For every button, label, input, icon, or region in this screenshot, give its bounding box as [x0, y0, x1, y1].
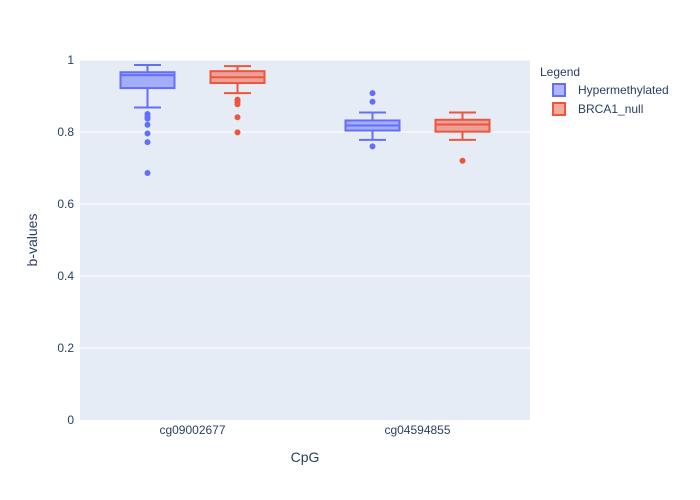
legend-label: Hypermethylated: [578, 83, 669, 97]
outlier-point: [144, 170, 151, 177]
outlier-point: [369, 143, 376, 150]
box: [434, 111, 491, 164]
legend-label: BRCA1_null: [578, 102, 643, 116]
outlier-point: [234, 129, 241, 136]
box: [209, 65, 266, 136]
y-tick-label: 0: [67, 413, 74, 427]
x-tick-label: cg09002677: [159, 423, 225, 437]
y-tick-label: 1: [67, 53, 74, 67]
box-body: [119, 71, 176, 90]
outlier-point: [459, 157, 466, 164]
x-tick-label: cg04594855: [384, 423, 450, 437]
y-tick-label: 0.8: [57, 125, 74, 139]
y-tick-label: 0.4: [57, 269, 74, 283]
y-axis-title: b-values: [24, 214, 40, 267]
x-tick-labels: cg09002677 cg04594855: [159, 423, 450, 437]
box-series: [119, 64, 491, 177]
legend-swatch: [552, 83, 566, 97]
legend-swatch: [552, 102, 566, 116]
box-body: [434, 118, 491, 133]
legend-items[interactable]: Hypermethylated BRCA1_null: [552, 83, 669, 116]
y-tick-label: 0.2: [57, 341, 74, 355]
box: [344, 90, 401, 150]
outlier-point: [144, 130, 151, 137]
outlier-point: [369, 98, 376, 105]
series-brca1-null: [209, 65, 491, 164]
outlier-point: [369, 90, 376, 97]
legend[interactable]: Legend Hypermethylated BRCA1_null: [540, 65, 669, 116]
outlier-point: [234, 101, 241, 108]
legend-item-hypermethylated[interactable]: Hypermethylated: [552, 83, 669, 97]
outlier-point: [144, 139, 151, 146]
outlier-point: [144, 115, 151, 122]
y-tick-labels: 0 0.2 0.4 0.6 0.8 1: [57, 53, 74, 427]
y-gridlines: [80, 59, 530, 349]
outlier-point: [144, 121, 151, 128]
outlier-point: [234, 114, 241, 121]
x-axis-title: CpG: [291, 449, 320, 465]
y-tick-label: 0.6: [57, 197, 74, 211]
series-hypermethylated: [119, 64, 401, 177]
legend-item-brca1-null[interactable]: BRCA1_null: [552, 102, 643, 116]
box: [119, 64, 176, 177]
legend-title: Legend: [540, 65, 580, 79]
